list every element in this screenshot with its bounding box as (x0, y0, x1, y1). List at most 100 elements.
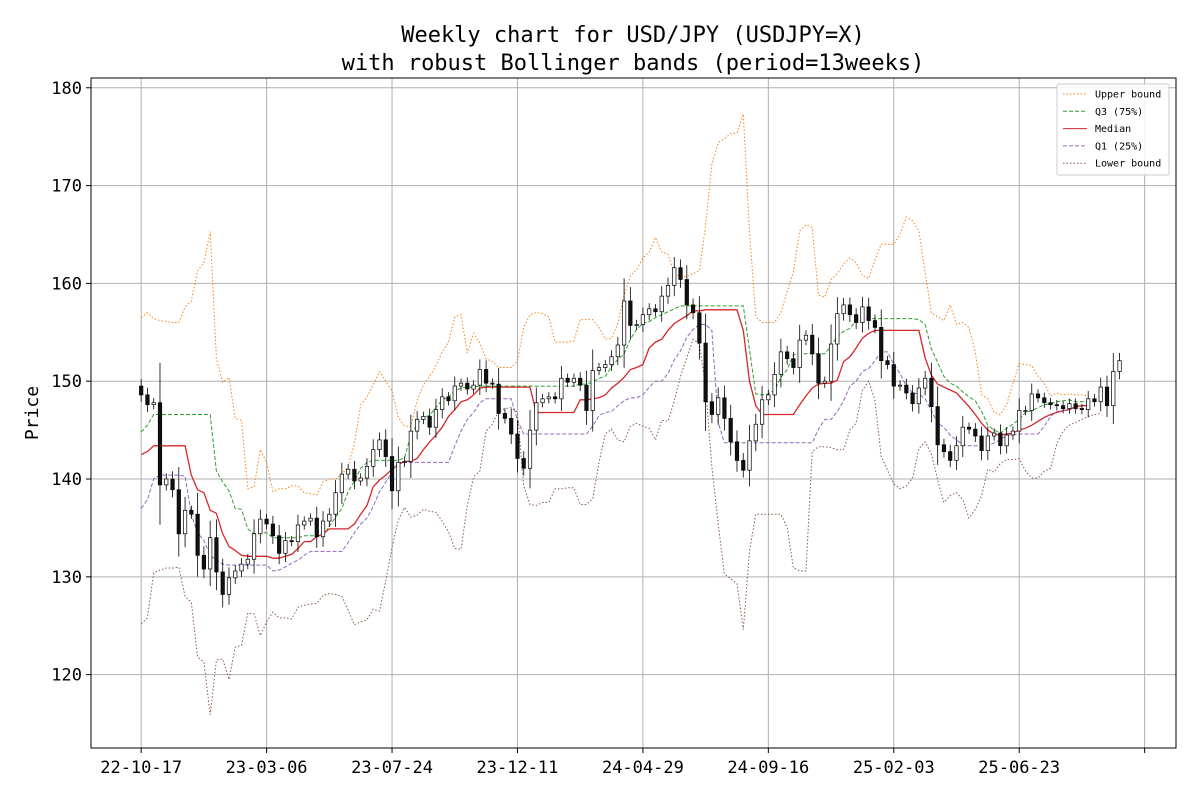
candle-body (408, 430, 413, 462)
candle-body (446, 396, 451, 402)
candle-body (1098, 386, 1103, 403)
candlestick (822, 376, 827, 388)
candle-body (640, 314, 645, 325)
candle-body (578, 377, 583, 386)
candlestick (1086, 391, 1091, 418)
candlestick (233, 564, 238, 584)
candle-body (1079, 408, 1084, 410)
candlestick (251, 519, 257, 574)
candlestick (471, 380, 476, 394)
candlestick (540, 394, 545, 408)
candle-body (226, 577, 232, 595)
band-line-q1 (140, 324, 1089, 572)
candlestick (408, 414, 413, 478)
candle-body (151, 402, 156, 406)
y-tick-label: 140 (51, 470, 82, 490)
candle-body (546, 396, 551, 400)
candle-body (308, 517, 313, 522)
candle-body (333, 492, 338, 515)
candlestick (891, 351, 896, 399)
candlestick (590, 349, 595, 432)
candlestick (509, 408, 514, 445)
candle-body (879, 327, 884, 362)
candle-body (697, 312, 702, 344)
candle-body (891, 364, 896, 387)
candlestick (691, 298, 696, 320)
candlestick (847, 297, 852, 323)
candlestick (515, 420, 520, 473)
candle-body (659, 295, 664, 313)
candle-body (741, 460, 746, 471)
candle-body (289, 540, 294, 542)
candlestick (1073, 398, 1078, 414)
candlestick (458, 378, 464, 391)
candle-body (1111, 371, 1116, 407)
candlestick (697, 296, 702, 360)
candle-body (1023, 410, 1028, 412)
candle-body (979, 435, 984, 452)
candle-body (1004, 434, 1009, 447)
candle-body (358, 477, 363, 482)
candle-body (571, 377, 576, 383)
y-tick-label: 170 (51, 177, 82, 197)
candle-body (477, 369, 482, 386)
candle-body (540, 398, 545, 404)
candle-body (484, 369, 489, 384)
candlestick (584, 370, 589, 425)
candlestick (352, 461, 357, 490)
candlestick (189, 505, 194, 519)
candle-body (553, 396, 558, 400)
candlestick (415, 411, 420, 440)
candlestick (803, 330, 809, 346)
candlestick (201, 546, 206, 579)
candlestick (866, 297, 871, 330)
candle-body (854, 314, 859, 323)
candle-body (966, 426, 972, 430)
candlestick (628, 287, 633, 340)
candlestick (264, 513, 269, 530)
candlestick (358, 473, 363, 486)
candlestick (941, 438, 947, 458)
candle-body (145, 394, 150, 406)
grid-layer (91, 78, 1176, 748)
candle-body (791, 358, 796, 368)
candle-body (872, 320, 878, 328)
candlestick (747, 424, 752, 487)
candle-body (458, 382, 464, 387)
candle-body (703, 342, 708, 403)
candle-body (364, 465, 370, 479)
candlestick (1029, 383, 1034, 421)
candle-body (985, 435, 990, 452)
candle-body (176, 489, 181, 535)
candle-body (785, 351, 790, 360)
candlestick (490, 378, 495, 389)
candle-body (327, 513, 332, 522)
candle-body (346, 468, 351, 475)
candlestick (1117, 352, 1122, 380)
candle-body (1017, 410, 1022, 432)
candle-body (233, 570, 238, 579)
candle-body (628, 300, 633, 326)
candlestick (841, 298, 846, 321)
candle-body (352, 468, 357, 482)
legend-label-q1: Q1 (25%) (1095, 141, 1143, 152)
candlestick (258, 509, 263, 544)
candlestick (371, 439, 376, 477)
candle-body (371, 449, 376, 467)
candle-body (465, 382, 470, 390)
candlestick (1048, 398, 1053, 410)
candle-body (590, 370, 595, 411)
candle-body (277, 535, 282, 554)
candle-body (1061, 405, 1066, 409)
candle-body (772, 374, 777, 396)
candlestick (245, 554, 250, 570)
candlestick (609, 350, 614, 372)
candlestick (766, 389, 771, 405)
candlestick (897, 380, 903, 391)
candlestick (214, 519, 219, 591)
candlestick (1092, 394, 1097, 407)
candle-body (220, 571, 225, 595)
candlestick (283, 531, 288, 563)
candlestick (722, 385, 727, 431)
